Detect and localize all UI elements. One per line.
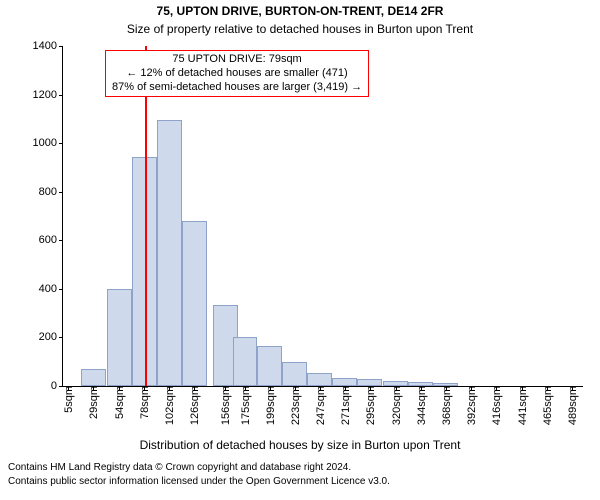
x-tick-label: 199sqm bbox=[263, 386, 277, 425]
x-tick-label: 126sqm bbox=[187, 386, 201, 425]
x-tick-label: 78sqm bbox=[137, 386, 151, 419]
histogram-bar bbox=[182, 221, 207, 386]
footer-line2: Contains public sector information licen… bbox=[8, 476, 390, 488]
x-tick-label: 247sqm bbox=[313, 386, 327, 425]
y-tick-label: 1400 bbox=[33, 40, 63, 52]
y-tick-label: 400 bbox=[39, 283, 63, 295]
x-tick-label: 175sqm bbox=[238, 386, 252, 425]
x-tick-label: 392sqm bbox=[464, 386, 478, 425]
histogram-bar bbox=[408, 382, 433, 386]
histogram-bar bbox=[132, 157, 157, 387]
annotation-box: 75 UPTON DRIVE: 79sqm ← 12% of detached … bbox=[105, 50, 369, 97]
chart-root: { "titles": { "line1": "75, UPTON DRIVE,… bbox=[0, 0, 600, 500]
histogram-bar bbox=[383, 381, 408, 386]
histogram-bar bbox=[107, 289, 132, 386]
x-tick-label: 29sqm bbox=[86, 386, 100, 419]
histogram-bar bbox=[233, 337, 258, 386]
x-tick-label: 441sqm bbox=[515, 386, 529, 425]
x-axis-label: Distribution of detached houses by size … bbox=[0, 438, 600, 452]
chart-title-line1: 75, UPTON DRIVE, BURTON-ON-TRENT, DE14 2… bbox=[0, 4, 600, 18]
y-tick-label: 200 bbox=[39, 331, 63, 343]
x-tick-label: 156sqm bbox=[218, 386, 232, 425]
x-tick-label: 489sqm bbox=[565, 386, 579, 425]
histogram-bar bbox=[433, 383, 458, 386]
annotation-line2: ← 12% of detached houses are smaller (47… bbox=[112, 67, 362, 81]
histogram-bar bbox=[332, 378, 357, 387]
histogram-bar bbox=[282, 362, 307, 386]
y-tick-label: 1200 bbox=[33, 89, 63, 101]
annotation-line3: 87% of semi-detached houses are larger (… bbox=[112, 81, 362, 95]
x-tick-label: 223sqm bbox=[288, 386, 302, 425]
footer-line1: Contains HM Land Registry data © Crown c… bbox=[8, 462, 351, 474]
chart-title-line2: Size of property relative to detached ho… bbox=[0, 22, 600, 36]
y-tick-label: 600 bbox=[39, 234, 63, 246]
y-tick-label: 800 bbox=[39, 186, 63, 198]
x-tick-label: 295sqm bbox=[363, 386, 377, 425]
histogram-bar bbox=[357, 379, 382, 386]
x-tick-label: 344sqm bbox=[414, 386, 428, 425]
x-tick-label: 368sqm bbox=[439, 386, 453, 425]
y-tick-label: 1000 bbox=[33, 137, 63, 149]
annotation-line1: 75 UPTON DRIVE: 79sqm bbox=[112, 53, 362, 67]
x-tick-label: 271sqm bbox=[338, 386, 352, 425]
x-tick-label: 54sqm bbox=[112, 386, 126, 419]
histogram-bar bbox=[157, 120, 182, 386]
x-tick-label: 320sqm bbox=[389, 386, 403, 425]
x-tick-label: 416sqm bbox=[489, 386, 503, 425]
histogram-bar bbox=[307, 373, 332, 386]
histogram-bar bbox=[257, 346, 282, 386]
histogram-bar bbox=[81, 369, 106, 386]
x-tick-label: 465sqm bbox=[540, 386, 554, 425]
x-tick-label: 102sqm bbox=[162, 386, 176, 425]
x-tick-label: 5sqm bbox=[61, 386, 75, 413]
